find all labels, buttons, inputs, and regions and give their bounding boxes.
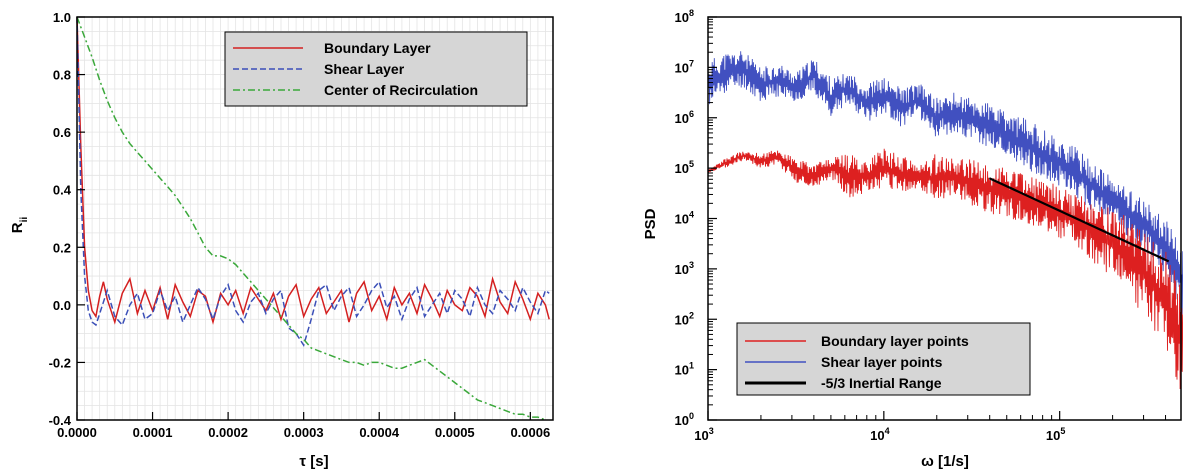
x-tick-label: 105 bbox=[1046, 426, 1065, 443]
y-axis-label: Rii bbox=[9, 217, 30, 234]
y-tick-label: 108 bbox=[675, 8, 694, 25]
x-tick-label: 0.0004 bbox=[359, 425, 400, 440]
y-tick-label: 0.8 bbox=[53, 68, 71, 83]
y-tick-label: 102 bbox=[675, 310, 694, 327]
series-group bbox=[76, 16, 550, 421]
series-boundary-layer-points bbox=[707, 148, 1183, 390]
y-tick-label: 107 bbox=[675, 58, 694, 75]
grid bbox=[76, 16, 554, 421]
legend-label-shear-layer-points: Shear layer points bbox=[821, 354, 943, 370]
y-axis-ticks: -0.4 -0.2 0.0 0.2 0.4 0.6 0.8 1.0 bbox=[49, 10, 85, 428]
legend-label-shear-layer: Shear Layer bbox=[324, 61, 405, 77]
x-tick-label: 103 bbox=[694, 426, 713, 443]
series-boundary-layer bbox=[76, 16, 550, 325]
y-axis-label-sub: ii bbox=[19, 217, 30, 223]
y-tick-label: 1.0 bbox=[53, 10, 71, 25]
x-axis-label: ω [1/s] bbox=[921, 453, 969, 470]
x-tick-label: 0.0001 bbox=[133, 425, 173, 440]
x-tick-label: 104 bbox=[870, 426, 889, 443]
series-5-3-inertial-range bbox=[988, 177, 1170, 263]
legend-label-boundary-layer: Boundary Layer bbox=[324, 40, 431, 56]
series-center-of-recirculation bbox=[76, 16, 546, 421]
y-axis-label-main: R bbox=[9, 222, 26, 233]
legend-label-center-of-recirculation: Center of Recirculation bbox=[324, 82, 478, 98]
x-tick-label: 0.0005 bbox=[435, 425, 475, 440]
y-axis-ticks: 100 101 102 103 104 105 106 107 108 bbox=[675, 8, 717, 428]
x-tick-label: 0.0006 bbox=[510, 425, 550, 440]
y-tick-label: 105 bbox=[675, 159, 694, 176]
x-axis-ticks: 103 104 105 bbox=[694, 411, 1167, 443]
legend: Boundary Layer Shear Layer Center of Recir… bbox=[224, 31, 528, 107]
x-axis-label: τ [s] bbox=[299, 453, 328, 470]
y-tick-label: 101 bbox=[675, 361, 694, 378]
series-shear-layer-points bbox=[707, 51, 1183, 315]
x-tick-label: 0.0002 bbox=[208, 425, 248, 440]
y-tick-label: 0.6 bbox=[53, 125, 71, 140]
x-tick-label: 0.0000 bbox=[57, 425, 97, 440]
y-tick-label: 104 bbox=[675, 210, 694, 227]
y-tick-label: 100 bbox=[675, 411, 694, 428]
y-tick-label: 103 bbox=[675, 260, 694, 277]
legend-label-boundary-layer-points: Boundary layer points bbox=[821, 333, 969, 349]
x-axis-ticks: 0.0000 0.0001 0.0002 0.0003 0.0004 0.0005 0.00… bbox=[57, 412, 550, 440]
y-tick-label: 106 bbox=[675, 109, 694, 126]
series-shear-layer bbox=[76, 16, 550, 347]
autocorrelation-chart: 0.0000 0.0001 0.0002 0.0003 0.0004 0.0005 0.00… bbox=[9, 10, 554, 470]
y-tick-label: 0.2 bbox=[53, 240, 71, 255]
legend-label-5-3-inertial-range: -5/3 Inertial Range bbox=[821, 375, 942, 391]
series-group bbox=[707, 51, 1183, 390]
psd-chart: 103 104 105 100 101 102 103 104 105 106 107 108 ω … bbox=[642, 8, 1183, 470]
x-tick-label: 0.0003 bbox=[284, 425, 324, 440]
y-tick-label: 0.0 bbox=[53, 298, 71, 313]
y-tick-label: 0.4 bbox=[53, 183, 72, 198]
y-tick-label: -0.4 bbox=[49, 413, 72, 428]
y-tick-label: -0.2 bbox=[49, 355, 71, 370]
legend-box bbox=[224, 31, 528, 107]
plot-frame bbox=[76, 16, 554, 421]
y-axis-label: PSD bbox=[642, 208, 659, 239]
legend: Boundary layer points Shear layer points -… bbox=[736, 322, 1031, 396]
